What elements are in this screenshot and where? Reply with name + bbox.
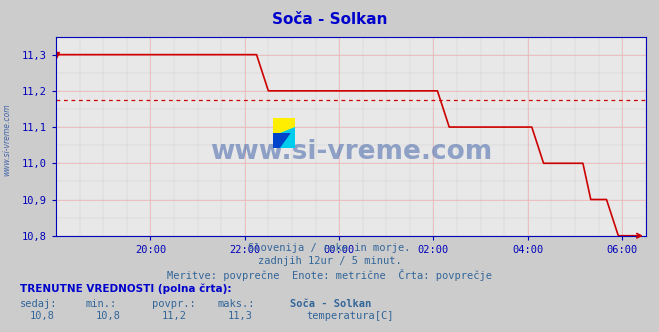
Polygon shape (280, 127, 295, 148)
Text: 11,2: 11,2 (161, 311, 186, 321)
Text: maks.:: maks.: (217, 299, 255, 309)
Text: Soča - Solkan: Soča - Solkan (290, 299, 371, 309)
Text: TRENUTNE VREDNOSTI (polna črta):: TRENUTNE VREDNOSTI (polna črta): (20, 284, 231, 294)
Text: 10,8: 10,8 (96, 311, 121, 321)
Text: 10,8: 10,8 (30, 311, 55, 321)
Text: Slovenija / reke in morje.: Slovenija / reke in morje. (248, 243, 411, 253)
Text: zadnjih 12ur / 5 minut.: zadnjih 12ur / 5 minut. (258, 256, 401, 266)
Text: www.si-vreme.com: www.si-vreme.com (2, 103, 11, 176)
Polygon shape (273, 133, 295, 148)
Text: temperatura[C]: temperatura[C] (306, 311, 394, 321)
Text: min.:: min.: (86, 299, 117, 309)
Polygon shape (280, 127, 295, 133)
Text: sedaj:: sedaj: (20, 299, 57, 309)
Polygon shape (273, 118, 295, 133)
Text: Soča - Solkan: Soča - Solkan (272, 12, 387, 27)
Text: Meritve: povprečne  Enote: metrične  Črta: povprečje: Meritve: povprečne Enote: metrične Črta:… (167, 269, 492, 281)
Text: www.si-vreme.com: www.si-vreme.com (210, 139, 492, 165)
Text: povpr.:: povpr.: (152, 299, 195, 309)
Text: 11,3: 11,3 (227, 311, 252, 321)
